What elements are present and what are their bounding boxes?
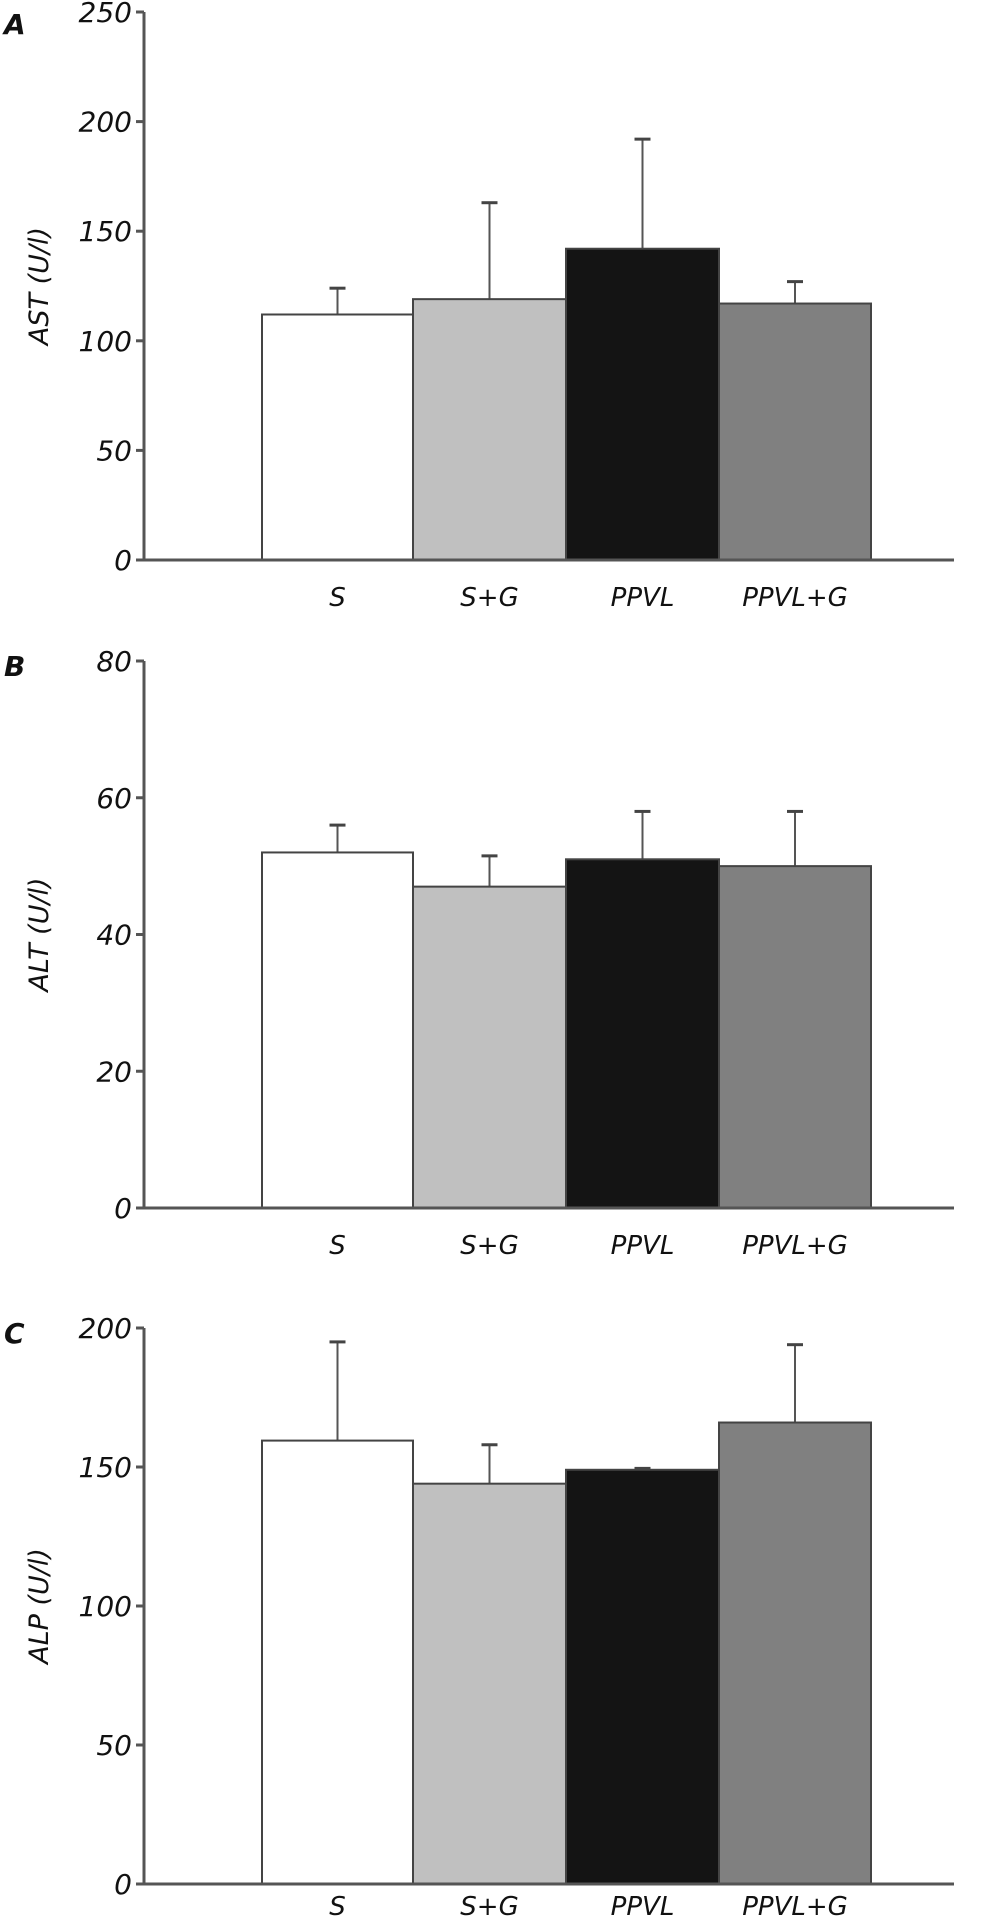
- panel-b-alt-chart: B ALT (U/l) S S+G PPVL PPVL+G 0 20 40 60 80: [4, 645, 954, 1261]
- bar-ppvl: [565, 247, 720, 561]
- x-tick-label: PPVL: [611, 583, 675, 613]
- x-tick-label: S: [329, 583, 346, 613]
- bar-ppvl-plus-g: [718, 302, 872, 561]
- y-tick-label: 100: [79, 1590, 132, 1623]
- y-tick-label: 100: [79, 325, 132, 358]
- panel-c-alp-chart: C ALP (U/l) S S+G PPVL PPVL+G 0 50 100 150 200: [4, 1312, 954, 1919]
- y-tick-label: 0: [114, 544, 132, 577]
- y-tick-label: 40: [96, 919, 132, 952]
- x-tick-label: PPVL: [611, 1892, 675, 1919]
- bar-ppvl: [565, 1468, 720, 1886]
- x-tick-label: PPVL+G: [742, 583, 848, 613]
- x-tick-label: PPVL: [611, 1231, 675, 1261]
- x-tick-label: S: [329, 1231, 346, 1261]
- x-tick-label: S: [329, 1892, 346, 1919]
- y-tick-label: 200: [79, 106, 132, 139]
- bar-ppvl-plus-g: [718, 1421, 872, 1886]
- x-tick-label: PPVL+G: [742, 1231, 848, 1261]
- panel-a-ast-chart: A AST (U/l) S S+G PPVL PPVL+G 0 50 100 150 200 25…: [2, 0, 954, 613]
- y-tick-label: 200: [79, 1312, 132, 1345]
- x-tick-label: PPVL+G: [742, 1892, 848, 1919]
- y-axis-label: AST (U/l): [24, 227, 55, 347]
- x-tick-label: S+G: [460, 583, 518, 613]
- bar-ppvl-plus-g: [718, 865, 872, 1209]
- panel-letter: C: [4, 1317, 25, 1350]
- panel-letter: B: [4, 650, 25, 683]
- x-tick-label: S+G: [460, 1231, 518, 1261]
- bar-s: [261, 313, 414, 561]
- bar-s-plus-g: [412, 1482, 567, 1886]
- y-axis-label: ALT (U/l): [24, 877, 55, 993]
- y-tick-label: 0: [114, 1192, 132, 1225]
- bar-ppvl: [565, 858, 720, 1209]
- y-tick-label: 50: [96, 434, 132, 467]
- y-tick-label: 60: [96, 782, 132, 815]
- bar-s-plus-g: [412, 885, 567, 1209]
- y-tick-label: 20: [96, 1055, 132, 1088]
- bar-s: [261, 851, 414, 1209]
- bar-s: [261, 1439, 414, 1885]
- y-axis-label: ALP (U/l): [24, 1548, 55, 1666]
- panel-letter: A: [2, 8, 26, 41]
- y-tick-label: 0: [114, 1868, 132, 1901]
- y-tick-label: 80: [96, 645, 132, 678]
- y-tick-label: 150: [79, 215, 132, 248]
- y-tick-label: 250: [79, 0, 132, 29]
- y-tick-label: 50: [96, 1729, 132, 1762]
- y-tick-label: 150: [79, 1451, 132, 1484]
- bar-s-plus-g: [412, 298, 567, 561]
- x-tick-label: S+G: [460, 1892, 518, 1919]
